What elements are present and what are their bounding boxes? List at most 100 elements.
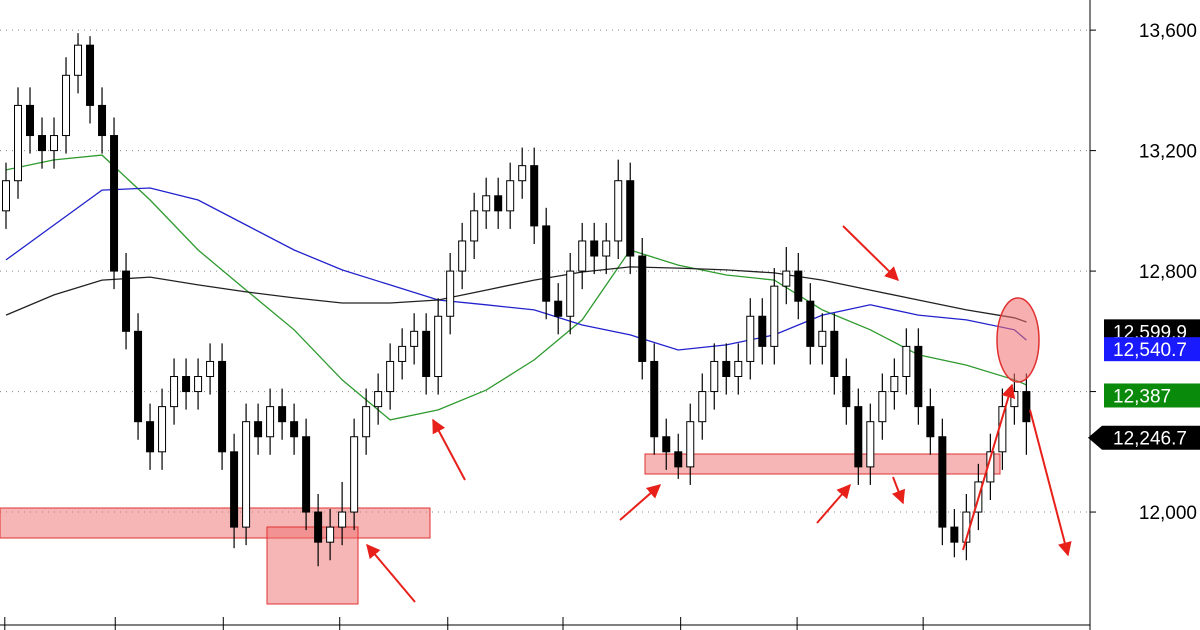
candle-body [398, 345, 407, 362]
candle-body [62, 74, 71, 137]
y-tick-label: 12,000 [1139, 503, 1197, 524]
candle-body [770, 285, 779, 347]
candle-body [362, 406, 371, 438]
candle-body [530, 165, 539, 227]
zone [0, 507, 431, 539]
candle-body [938, 436, 947, 528]
candle-body [482, 195, 491, 212]
candle-body [590, 240, 599, 257]
candle-body [1022, 391, 1031, 423]
candle-body [170, 376, 179, 408]
candle-body [422, 330, 431, 378]
candle-body [710, 360, 719, 393]
moving-average [5, 154, 1027, 421]
support-zones [0, 453, 1001, 605]
arrow [842, 225, 899, 281]
candle-body [1010, 391, 1019, 408]
candle-body [626, 180, 635, 257]
candle-body [470, 210, 479, 242]
candle-body [566, 270, 575, 317]
candle-body [782, 270, 791, 287]
candle-body [806, 300, 815, 347]
y-tick-label: 13,200 [1139, 142, 1197, 163]
candle-body [506, 180, 515, 212]
candle-body [650, 360, 659, 438]
candle-body [338, 511, 347, 528]
candle-body [194, 376, 203, 393]
candle-body [914, 345, 923, 408]
candle-body [98, 104, 107, 137]
arrow [366, 543, 416, 603]
zone [644, 453, 1001, 475]
candle-body [878, 391, 887, 423]
candle-body [818, 330, 827, 347]
candle-body [50, 135, 59, 152]
arrow [891, 476, 906, 505]
candle-body [350, 436, 359, 513]
candle-body [950, 526, 959, 543]
moving-average [5, 266, 1027, 323]
candle-body [434, 315, 443, 378]
candle-body [266, 406, 275, 438]
price-label: 12,387 [1113, 386, 1171, 407]
candle-body [854, 406, 863, 468]
candle-body [218, 360, 227, 453]
candle-body [302, 436, 311, 513]
candle-body [146, 421, 155, 453]
candle-body [830, 330, 839, 378]
candle-body [446, 270, 455, 317]
candle-body [674, 451, 683, 468]
candle-body [722, 360, 731, 378]
candle-body [494, 195, 503, 212]
candle-body [458, 240, 467, 272]
candle-body [386, 360, 395, 393]
candle-body [614, 180, 623, 242]
candle-body [278, 406, 287, 423]
arrow [619, 484, 662, 521]
price-label-box [1088, 425, 1200, 450]
candle-body [662, 436, 671, 453]
candle-body [326, 526, 335, 543]
candle-body [86, 44, 95, 106]
candle-body [374, 391, 383, 408]
candle-body [998, 406, 1007, 453]
candle-body [518, 165, 527, 182]
price-label-box [1104, 383, 1200, 408]
price-label: 12,540.7 [1113, 340, 1187, 361]
candle-body [410, 330, 419, 347]
arrow [1029, 409, 1072, 557]
annotations [366, 225, 1072, 603]
candle-body [902, 345, 911, 378]
candle-body [734, 360, 743, 378]
y-tick-label: 12,800 [1139, 262, 1197, 283]
candle-body [254, 421, 263, 438]
candle-body [182, 376, 191, 393]
candle-body [866, 421, 875, 468]
candle-body [554, 300, 563, 317]
price-label: 12,246.7 [1113, 429, 1187, 450]
candle-body [158, 406, 167, 453]
candle-body [2, 180, 11, 212]
candle-body [134, 330, 143, 423]
candle-body [686, 421, 695, 468]
candle-body [122, 270, 131, 332]
candle-body [74, 44, 83, 76]
candle-body [314, 511, 323, 543]
moving-average [5, 187, 1027, 351]
candle-body [26, 104, 35, 137]
candle-body [890, 376, 899, 393]
candle-body [602, 240, 611, 257]
candle-body [758, 315, 767, 347]
arrow [962, 383, 1016, 551]
candle-body [290, 421, 299, 438]
candle-body [578, 240, 587, 272]
arrow [432, 418, 466, 481]
candle-body [842, 376, 851, 408]
highlight [996, 297, 1040, 383]
candle-body [794, 270, 803, 302]
candle-body [110, 135, 119, 272]
candle-body [698, 391, 707, 423]
candle-body [638, 255, 647, 362]
zone [266, 526, 359, 605]
